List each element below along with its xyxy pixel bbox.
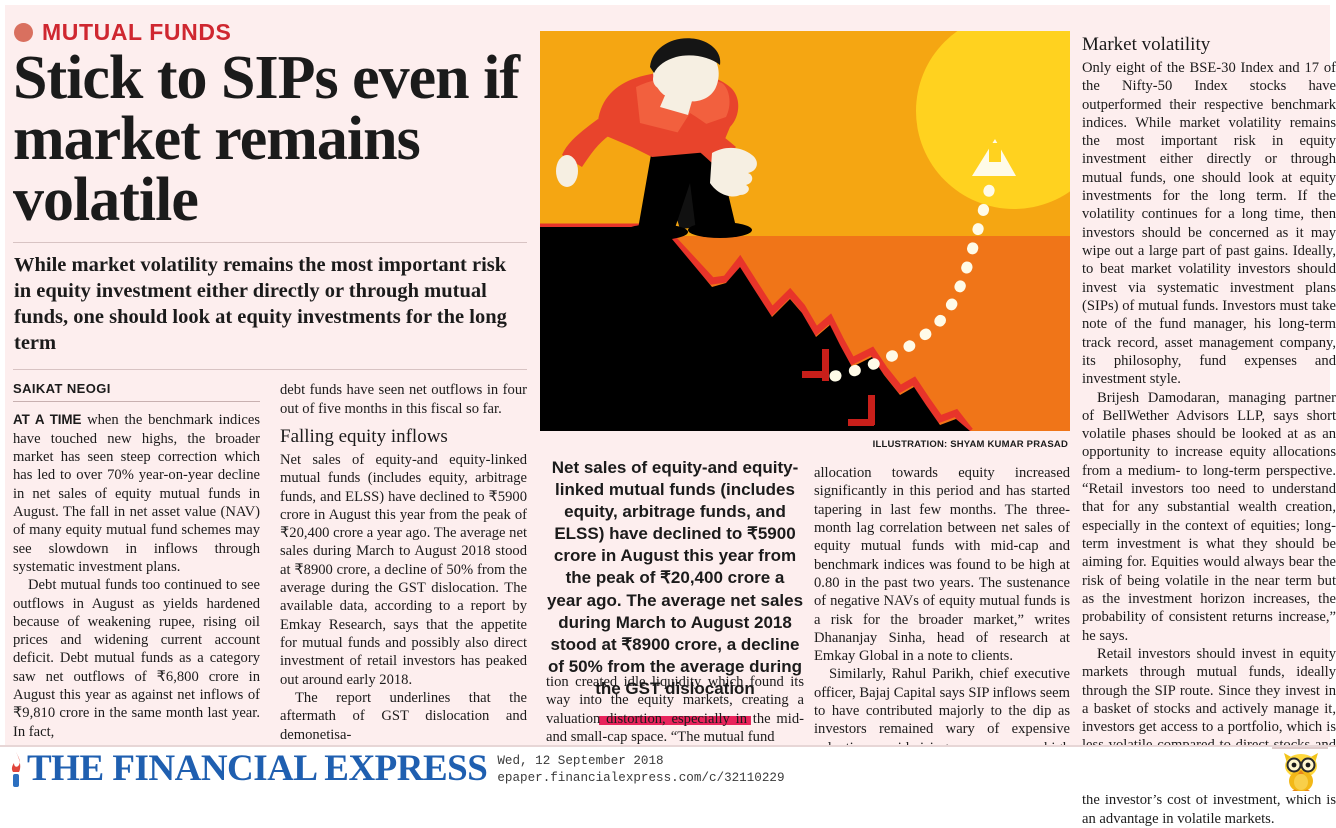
figure-ear (653, 69, 671, 89)
page-margin-left (0, 0, 5, 745)
page-margin-right (1330, 0, 1336, 745)
figure-front-hand (710, 147, 757, 197)
illustration-credit: ILLUSTRATION: SHYAM KUMAR PRASAD (872, 439, 1068, 450)
paragraph: Debt mutual funds too continued to see o… (13, 577, 260, 740)
tick-mark (802, 371, 828, 378)
body-column-3a: tion created idle liquidity which found … (546, 673, 804, 746)
arrow-notch (989, 143, 1001, 162)
footer-meta: Wed, 12 September 2018 epaper.financiale… (497, 753, 784, 788)
footer-date: Wed, 12 September 2018 (497, 754, 664, 768)
paragraph: AT A TIME when the benchmark indices hav… (13, 411, 260, 576)
tick-mark (868, 395, 875, 425)
byline-divider (13, 401, 260, 403)
recovery-dotted-path (829, 175, 998, 382)
masthead-title: THE FINANCIAL EXPRESS (27, 748, 488, 789)
owl-mascot-icon (1280, 751, 1322, 793)
headline-block: MUTUAL FUNDS Stick to SIPs even if marke… (8, 21, 532, 744)
paragraph: Brijesh Damodaran, managing partner of B… (1082, 389, 1336, 644)
divider-below-standfirst (13, 369, 527, 371)
subheading: Market volatility (1082, 34, 1211, 55)
subheading: Falling equity inflows (280, 426, 448, 447)
pullquote-underline-bar (599, 716, 751, 726)
body-column-2: debt funds have seen net outflows in fou… (280, 381, 527, 744)
declining-market-line (540, 223, 973, 431)
kicker-dot-icon (14, 23, 33, 42)
figure-back-arm (562, 119, 610, 167)
standfirst: While market volatility remains the most… (14, 254, 507, 355)
body-columns-left: SAIKAT NEOGI AT A TIME when the benchmar… (13, 381, 527, 744)
paragraph: Retail investors should invest in equity… (1082, 645, 1336, 827)
page-margin-top (0, 0, 1336, 5)
page-title: Stick to SIPs even if market remains vol… (13, 44, 520, 234)
paragraph: Net sales of equity-and equity-linked mu… (280, 451, 527, 688)
figure-shoe-right (688, 222, 752, 238)
pullquote-text: Net sales of equity-and equity-linked mu… (546, 458, 804, 698)
lead-caps: AT A TIME (13, 412, 82, 428)
tick-mark (848, 419, 874, 426)
figure-head (653, 45, 719, 102)
body-column-4: Market volatility Only eight of the BSE-… (1082, 34, 1336, 828)
figure-neck (660, 93, 692, 115)
pullquote-block: Net sales of equity-and equity-linked mu… (546, 457, 804, 726)
article-illustration: ILLUSTRATION: SHYAM KUMAR PRASAD (540, 31, 1070, 450)
byline: SAIKAT NEOGI (13, 381, 111, 397)
cliff-silhouette (540, 227, 970, 431)
article-content: MUTUAL FUNDS Stick to SIPs even if marke… (6, 5, 1336, 827)
illustration-svg (540, 31, 1070, 431)
footer-divider (0, 745, 1336, 747)
paragraph: allocation towards equity increased sign… (814, 465, 1070, 665)
sun-icon (916, 31, 1070, 209)
body-column-1: SAIKAT NEOGI AT A TIME when the benchmar… (13, 381, 260, 744)
kicker-label: MUTUAL FUNDS (42, 19, 232, 45)
owl-divider (1272, 747, 1328, 749)
flame-icon (8, 750, 24, 790)
section-kicker: MUTUAL FUNDS (14, 21, 532, 44)
body-column-3b: allocation towards equity increased sign… (814, 464, 1070, 775)
paragraph: Only eight of the BSE-30 Index and 17 of… (1082, 59, 1336, 388)
paragraph: tion created idle liquidity which found … (546, 674, 804, 745)
footer-brand-group: THE FINANCIAL EXPRESS Wed, 12 September … (8, 748, 785, 790)
footer-url[interactable]: epaper.financialexpress.com/c/32110229 (497, 771, 785, 786)
illustration-canvas (540, 31, 1070, 431)
tick-mark (822, 349, 829, 381)
paragraph: debt funds have seen net outflows in fou… (280, 382, 527, 417)
divider-above-standfirst (13, 242, 527, 244)
figure-shoe-left (624, 224, 688, 240)
paragraph: The report underlines that the aftermath… (280, 689, 527, 743)
page-footer: THE FINANCIAL EXPRESS Wed, 12 September … (0, 745, 1336, 795)
figure-hair (650, 38, 721, 73)
paragraph-text: when the benchmark indices have touched … (13, 412, 261, 575)
figure-back-hand (556, 155, 578, 187)
